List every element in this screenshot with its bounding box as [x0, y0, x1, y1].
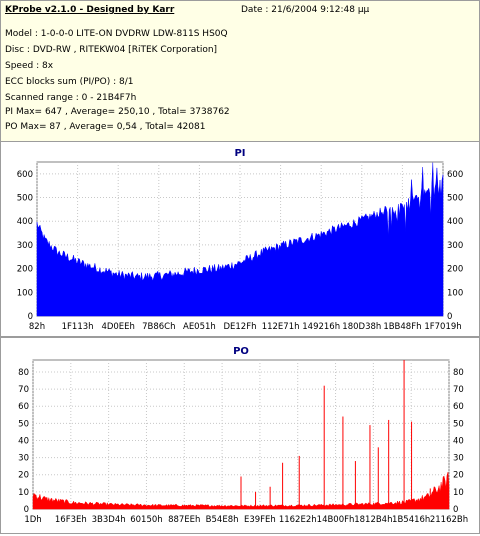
y-tick-label-left: 10	[18, 488, 29, 498]
info-panel: KProbe v2.1.0 - Designed by Karr Date : …	[0, 0, 480, 142]
x-tick-label: 149216h	[302, 322, 340, 332]
disc-type: Disc : DVD-RW , RITEKW04 [RiTEK Corporat…	[5, 45, 218, 55]
x-tick-label: 112E71h	[262, 322, 300, 332]
y-tick-label-left: 40	[18, 436, 29, 446]
y-tick-label-right: 200	[447, 265, 463, 275]
x-tick-label: 16F3Eh	[55, 515, 87, 525]
x-tick-label: 887EEh	[168, 515, 200, 525]
scan-date: Date : 21/6/2004 9:12:48 μμ	[241, 5, 370, 15]
ecc-blocks: ECC blocks sum (PI/PO) : 8/1	[5, 77, 134, 87]
y-tick-label-right: 0	[447, 312, 452, 322]
scan-speed: Speed : 8x	[5, 61, 54, 71]
y-tick-label-left: 80	[18, 368, 29, 378]
y-tick-label-left: 30	[18, 454, 29, 464]
y-tick-label-left: 400	[17, 217, 33, 227]
pi-stats: PI Max= 647 , Average= 250,10 , Total= 3…	[5, 107, 230, 117]
x-tick-label: 7B86Ch	[142, 322, 175, 332]
x-tick-label: 60150h	[130, 515, 162, 525]
x-tick-label: 1812B4h	[354, 515, 392, 525]
y-tick-label-right: 600	[447, 170, 463, 180]
y-tick-label-right: 50	[453, 419, 464, 429]
x-tick-label: AE051h	[183, 322, 216, 332]
y-tick-label-right: 70	[453, 385, 464, 395]
po-chart: PO 0 0 10 10 20 20 30 30 40 40 50 50 60 60 70 70 80 80 1Dh 1…	[18, 346, 468, 525]
po-chart-panel: PO 0 0 10 10 20 20 30 30 40 40 50 50 60 60 70 70 80 80 1Dh 1…	[0, 337, 480, 534]
y-tick-label-right: 40	[453, 436, 464, 446]
x-tick-label: E39FEh	[244, 515, 276, 525]
y-tick-label-left: 500	[17, 194, 33, 204]
y-tick-label-right: 0	[453, 505, 458, 515]
po-stats: PO Max= 87 , Average= 0,54 , Total= 4208…	[5, 122, 206, 132]
x-tick-label: 1B5416h	[392, 515, 430, 525]
y-tick-label-right: 80	[453, 368, 464, 378]
y-tick-label-left: 600	[17, 170, 33, 180]
y-tick-label-left: 0	[24, 505, 29, 515]
x-tick-label: 1BB48Fh	[383, 322, 421, 332]
app-title: KProbe v2.1.0 - Designed by Karr	[5, 5, 175, 15]
y-tick-label-right: 100	[447, 288, 463, 298]
x-tick-label: 1F7019h	[424, 322, 461, 332]
x-tick-label: 21162Bh	[430, 515, 468, 525]
x-tick-label: 180D38h	[342, 322, 381, 332]
y-tick-label-right: 400	[447, 217, 463, 227]
y-tick-label-left: 300	[17, 241, 33, 251]
pi-series-area	[36, 162, 444, 317]
x-tick-label: 3B3D4h	[92, 515, 126, 525]
y-tick-label-right: 20	[453, 471, 464, 481]
y-tick-label-left: 0	[28, 312, 33, 322]
pi-chart: PI 0 0 100 100 200 200 300 300 400 400 500 500 600 600…	[17, 148, 463, 332]
x-tick-label: 4D0EEh	[101, 322, 135, 332]
y-tick-label-left: 200	[17, 265, 33, 275]
pi-chart-panel: PI 0 0 100 100 200 200 300 300 400 400 500 500 600 600…	[0, 141, 480, 337]
y-tick-label-right: 500	[447, 194, 463, 204]
po-chart-title: PO	[233, 346, 249, 357]
y-tick-label-right: 300	[447, 241, 463, 251]
drive-model: Model : 1-0-0-0 LITE-ON DVDRW LDW-811S H…	[5, 29, 228, 39]
y-tick-label-left: 70	[18, 385, 29, 395]
y-tick-label-right: 60	[453, 402, 464, 412]
y-tick-label-left: 100	[17, 288, 33, 298]
x-tick-label: 1Dh	[24, 515, 41, 525]
y-tick-label-right: 10	[453, 488, 464, 498]
x-tick-label: 82h	[29, 322, 45, 332]
scanned-range: Scanned range : 0 - 21B4F7h	[5, 93, 137, 103]
y-tick-label-left: 60	[18, 402, 29, 412]
x-tick-label: 14B00Fh	[317, 515, 355, 525]
x-tick-label: DE12Fh	[223, 322, 256, 332]
pi-chart-title: PI	[234, 148, 245, 159]
x-tick-label: B54E8h	[206, 515, 239, 525]
x-tick-label: 1F113h	[62, 322, 94, 332]
x-tick-label: 1162E2h	[279, 515, 317, 525]
y-tick-label-right: 30	[453, 454, 464, 464]
y-tick-label-left: 20	[18, 471, 29, 481]
y-tick-label-left: 50	[18, 419, 29, 429]
